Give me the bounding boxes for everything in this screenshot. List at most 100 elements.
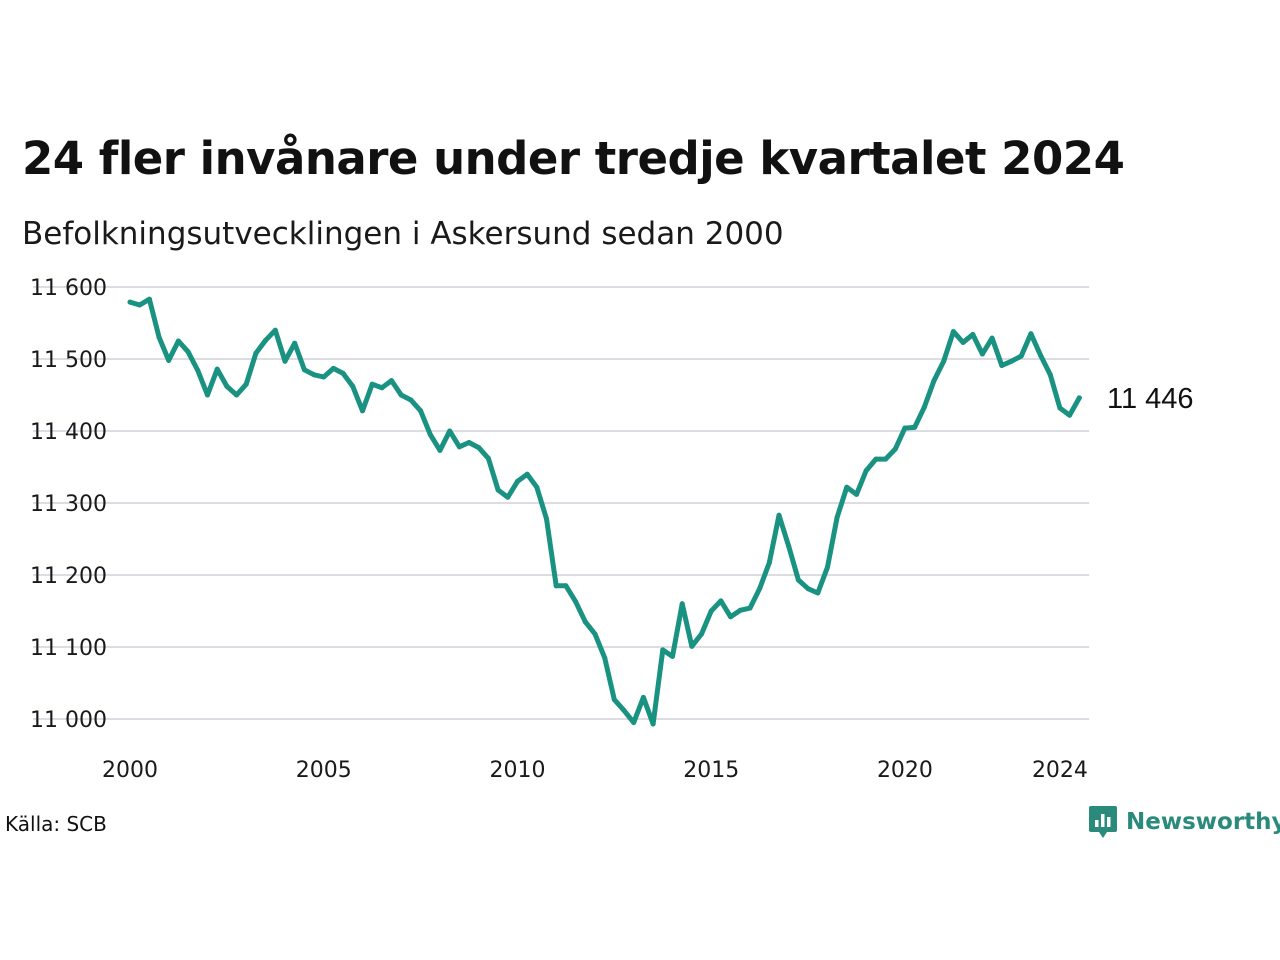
data-point (902, 425, 908, 431)
data-point (214, 366, 220, 372)
data-point (175, 338, 181, 344)
data-point (485, 455, 491, 461)
newsworthy-logo-icon (1089, 806, 1117, 838)
data-point (1038, 352, 1044, 358)
data-point (689, 643, 695, 649)
y-tick-label: 11 400 (30, 420, 107, 445)
y-tick-label: 11 600 (30, 276, 107, 301)
x-tick-label: 2015 (683, 758, 739, 783)
x-tick-label: 2024 (1032, 758, 1088, 783)
data-point (1076, 395, 1082, 401)
data-point (941, 358, 947, 364)
data-point (786, 543, 792, 549)
series-layer (127, 296, 1082, 727)
data-point (970, 332, 976, 337)
data-point (369, 381, 375, 387)
data-point (156, 334, 162, 340)
data-point (679, 601, 685, 607)
data-point (708, 608, 714, 614)
chart-title: 24 fler invånare under tredje kvartalet … (22, 132, 1125, 185)
y-tick-label: 11 100 (30, 636, 107, 661)
y-tick-label: 11 500 (30, 348, 107, 373)
gridlines (33, 286, 1089, 720)
y-tick-label: 11 200 (30, 564, 107, 589)
data-point (737, 607, 743, 613)
data-point (757, 586, 763, 592)
data-point (825, 564, 830, 570)
x-tick-label: 2010 (489, 758, 545, 783)
data-point (137, 302, 143, 308)
data-point (398, 392, 404, 398)
data-point (776, 512, 782, 518)
data-point (660, 647, 666, 653)
y-axis-ticks: 11 000 11 100 11 200 11 300 11 400 11 500 11 6… (30, 276, 107, 733)
brand-name: Newsworthy (1126, 809, 1280, 835)
x-axis-ticks: 2000 2005 2010 2015 2020 2024 (102, 758, 1088, 783)
data-point (989, 335, 995, 341)
data-point (437, 447, 443, 453)
data-point (311, 372, 317, 378)
data-point (447, 428, 453, 434)
data-point (863, 468, 869, 474)
data-point (253, 350, 259, 356)
data-point (495, 487, 501, 493)
data-point (205, 392, 210, 398)
data-point (408, 397, 414, 403)
data-point (292, 340, 298, 346)
data-point (146, 296, 152, 302)
data-point (418, 408, 424, 414)
data-point (795, 577, 801, 583)
data-point (127, 299, 133, 305)
chart-subtitle: Befolkningsutvecklingen i Askersund seda… (22, 216, 784, 252)
data-point (301, 367, 307, 373)
data-point (573, 599, 579, 605)
data-point (883, 456, 889, 462)
data-point (534, 484, 540, 490)
data-point (699, 631, 704, 637)
data-point (553, 583, 559, 589)
data-point (611, 697, 617, 703)
data-point (524, 471, 530, 477)
data-point (670, 653, 675, 659)
data-point (960, 339, 966, 345)
data-point (766, 560, 772, 566)
data-point (1057, 405, 1063, 411)
end-value-label: 11 446 (1107, 383, 1194, 415)
data-point (379, 385, 385, 391)
data-point (1028, 331, 1034, 337)
data-point (321, 374, 327, 380)
data-point (631, 720, 637, 726)
data-point (950, 329, 956, 335)
data-point (747, 605, 753, 611)
data-point (350, 383, 356, 389)
data-point (243, 381, 249, 387)
data-point (728, 614, 734, 620)
data-point (640, 694, 646, 700)
data-point (263, 337, 269, 343)
y-tick-label: 11 000 (30, 708, 107, 733)
data-point (854, 491, 859, 497)
data-point (224, 383, 230, 389)
data-point (592, 631, 598, 637)
x-tick-label: 2005 (296, 758, 352, 783)
data-point (563, 583, 569, 589)
data-point (466, 440, 472, 445)
data-point (805, 586, 811, 592)
data-point (234, 392, 240, 398)
data-point (340, 370, 346, 376)
data-point (1009, 358, 1014, 364)
data-point (185, 349, 191, 355)
y-tick-label: 11 300 (30, 492, 107, 517)
data-point (921, 404, 927, 410)
data-point (476, 445, 482, 451)
data-point (834, 514, 840, 520)
data-point (602, 655, 608, 661)
data-point (1067, 412, 1073, 418)
data-point (650, 721, 656, 727)
data-point (815, 590, 821, 596)
data-point (389, 378, 394, 384)
data-point (873, 456, 879, 462)
data-point (979, 351, 985, 357)
data-point (621, 707, 627, 713)
